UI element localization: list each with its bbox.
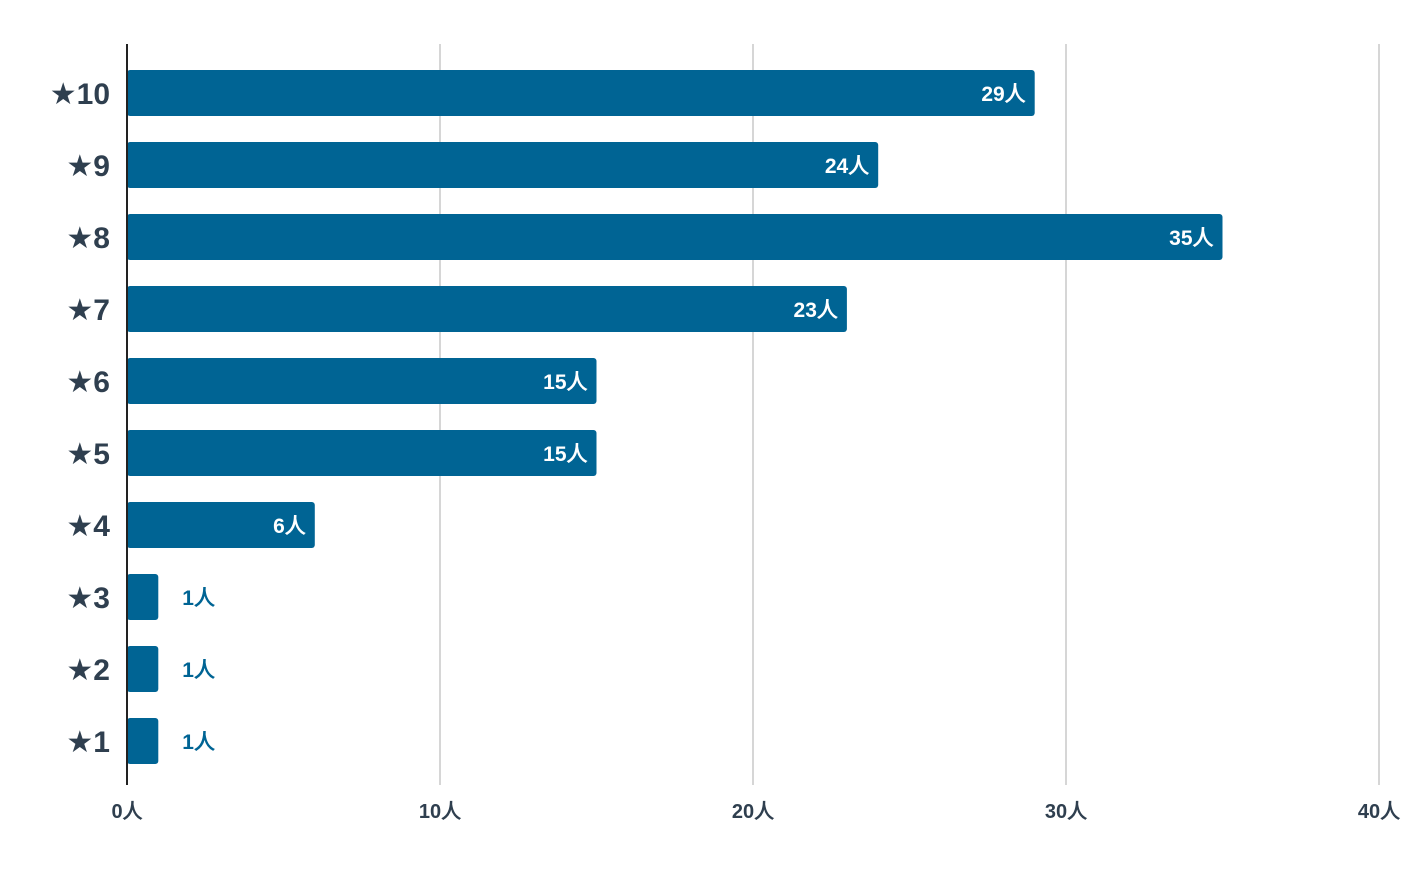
category-label: ★9 bbox=[66, 150, 110, 183]
bar bbox=[127, 214, 1223, 260]
value-label: 1人 bbox=[182, 731, 215, 754]
category-label: ★6 bbox=[66, 366, 110, 399]
value-label: 29人 bbox=[981, 83, 1025, 106]
value-label: 23人 bbox=[794, 299, 838, 322]
x-tick-label: 0人 bbox=[111, 800, 143, 823]
value-label: 15人 bbox=[543, 371, 587, 394]
bar-layer bbox=[127, 70, 1223, 764]
category-label: ★10 bbox=[50, 78, 110, 111]
x-tick-label: 30人 bbox=[1045, 800, 1088, 823]
value-label: 1人 bbox=[182, 659, 215, 682]
bar bbox=[127, 574, 159, 620]
value-label: 1人 bbox=[182, 587, 215, 610]
value-label: 35人 bbox=[1169, 227, 1213, 250]
category-label: ★2 bbox=[66, 654, 110, 687]
value-label: 15人 bbox=[543, 443, 587, 466]
bar bbox=[127, 358, 597, 404]
bar bbox=[127, 430, 597, 476]
category-label: ★3 bbox=[66, 582, 110, 615]
bar bbox=[127, 646, 159, 692]
value-label: 6人 bbox=[273, 515, 306, 538]
bar bbox=[127, 502, 315, 548]
category-label: ★4 bbox=[66, 510, 110, 543]
x-tick-label: 40人 bbox=[1358, 800, 1401, 823]
value-label: 24人 bbox=[825, 155, 869, 178]
category-label: ★8 bbox=[66, 222, 110, 255]
bar bbox=[127, 70, 1035, 116]
bar bbox=[127, 718, 159, 764]
bar bbox=[127, 286, 847, 332]
category-label: ★1 bbox=[66, 726, 110, 759]
bar bbox=[127, 142, 879, 188]
label-layer: 0人 10人 20人 30人 40人 ★10 29人 ★9 24人 ★8 35人 ★7 23人 ★6 15人… bbox=[50, 78, 1401, 823]
category-label: ★7 bbox=[66, 294, 110, 327]
x-tick-label: 10人 bbox=[419, 800, 462, 823]
x-tick-label: 20人 bbox=[732, 800, 775, 823]
category-label: ★5 bbox=[66, 438, 110, 471]
